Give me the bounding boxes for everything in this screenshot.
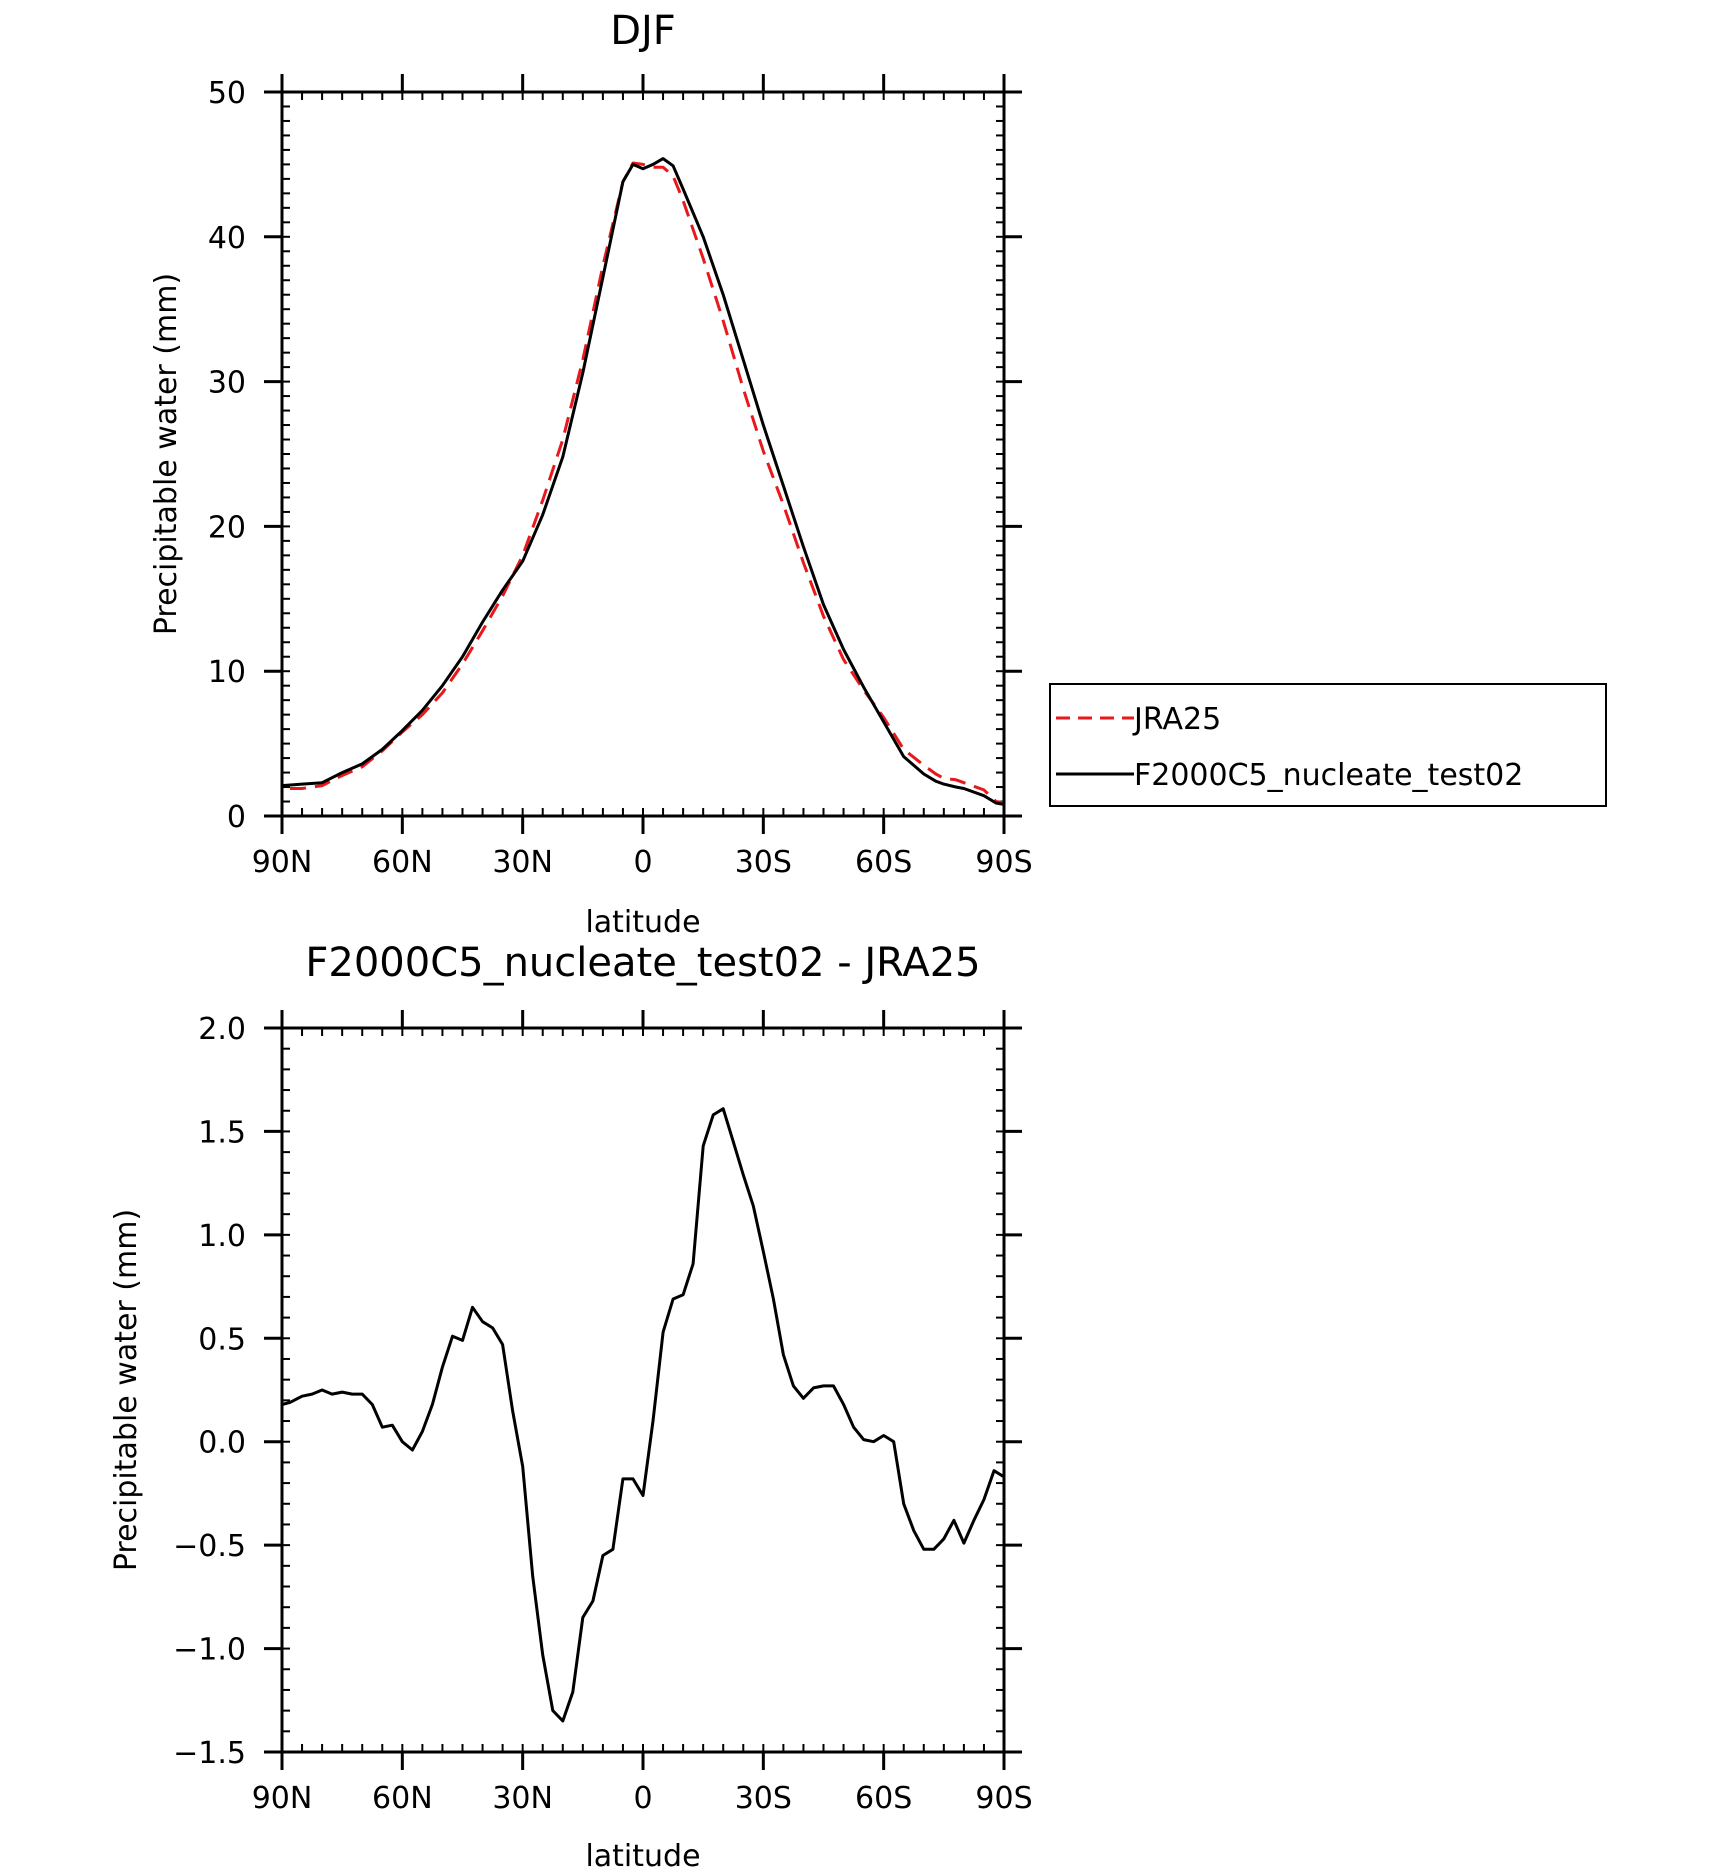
bottom-panel-y-tick-labels: −1.5 −1.0 −0.5 0.0 0.5 1.0 1.5 2.0	[173, 1012, 246, 1771]
difference-series-line	[281, 1107, 1005, 1723]
x-tick-label: 0	[633, 1781, 652, 1816]
x-tick-label: 60N	[372, 1781, 433, 1816]
top-panel-y-tick-labels: 0 10 20 30 40 50	[208, 76, 246, 835]
y-tick-label: −0.5	[173, 1529, 246, 1564]
y-tick-label: −1.5	[173, 1736, 246, 1771]
top-panel-frame	[280, 90, 1006, 818]
bottom-panel-x-tick-labels: 90N 60N 30N 0 30S 60S 90S	[252, 1781, 1033, 1816]
x-tick-label: 30N	[492, 1781, 553, 1816]
y-tick-label: 0.5	[198, 1322, 246, 1357]
top-panel-title: DJF	[610, 8, 676, 54]
x-tick-label: 90S	[975, 845, 1032, 880]
y-tick-label: 1.0	[198, 1219, 246, 1254]
legend-label-jra25: JRA25	[1132, 702, 1221, 737]
legend-label-f2000c5: F2000C5_nucleate_test02	[1134, 758, 1523, 793]
y-tick-label: 40	[208, 221, 246, 256]
top-panel-y-axis-label: Precipitable water (mm)	[149, 273, 184, 635]
bottom-panel-frame	[280, 1026, 1006, 1754]
x-tick-label: 60S	[855, 845, 912, 880]
x-tick-label: 0	[633, 845, 652, 880]
y-tick-label: 50	[208, 76, 246, 111]
x-tick-label: 30N	[492, 845, 553, 880]
bottom-panel-x-axis-label: latitude	[585, 1839, 700, 1872]
y-tick-label: 20	[208, 510, 246, 545]
y-tick-label: 1.5	[198, 1115, 246, 1150]
top-panel-x-axis-label: latitude	[585, 905, 700, 940]
bottom-panel-ticks	[264, 1010, 1022, 1770]
y-tick-label: 30	[208, 366, 246, 401]
bottom-panel: F2000C5_nucleate_test02 - JRA25 90N 60N 30…	[109, 940, 1033, 1872]
y-tick-label: −1.0	[173, 1633, 246, 1668]
y-tick-label: 0	[227, 800, 246, 835]
legend: JRA25 F2000C5_nucleate_test02	[1049, 683, 1607, 807]
series-f2000c5-nucleate-test02-line	[281, 157, 1005, 806]
bottom-panel-title: F2000C5_nucleate_test02 - JRA25	[305, 940, 980, 986]
x-tick-label: 60S	[855, 1781, 912, 1816]
y-tick-label: 0.0	[198, 1426, 246, 1461]
y-tick-label: 10	[208, 655, 246, 690]
bottom-panel-y-axis-label: Precipitable water (mm)	[109, 1209, 144, 1571]
x-tick-label: 30S	[735, 1781, 792, 1816]
top-panel-series	[281, 157, 1005, 806]
x-tick-label: 30S	[735, 845, 792, 880]
legend-box	[1049, 683, 1607, 807]
x-tick-label: 90N	[252, 845, 313, 880]
series-jra25-line	[290, 161, 1005, 805]
x-tick-label: 60N	[372, 845, 433, 880]
x-tick-label: 90N	[252, 1781, 313, 1816]
top-panel: DJF 90N 60N 30N 0 30S 60S 90S 0 10 20 30 40 50 lati…	[149, 8, 1607, 940]
top-panel-x-tick-labels: 90N 60N 30N 0 30S 60S 90S	[252, 845, 1033, 880]
bottom-panel-series	[281, 1107, 1005, 1723]
y-tick-label: 2.0	[198, 1012, 246, 1047]
x-tick-label: 90S	[975, 1781, 1032, 1816]
